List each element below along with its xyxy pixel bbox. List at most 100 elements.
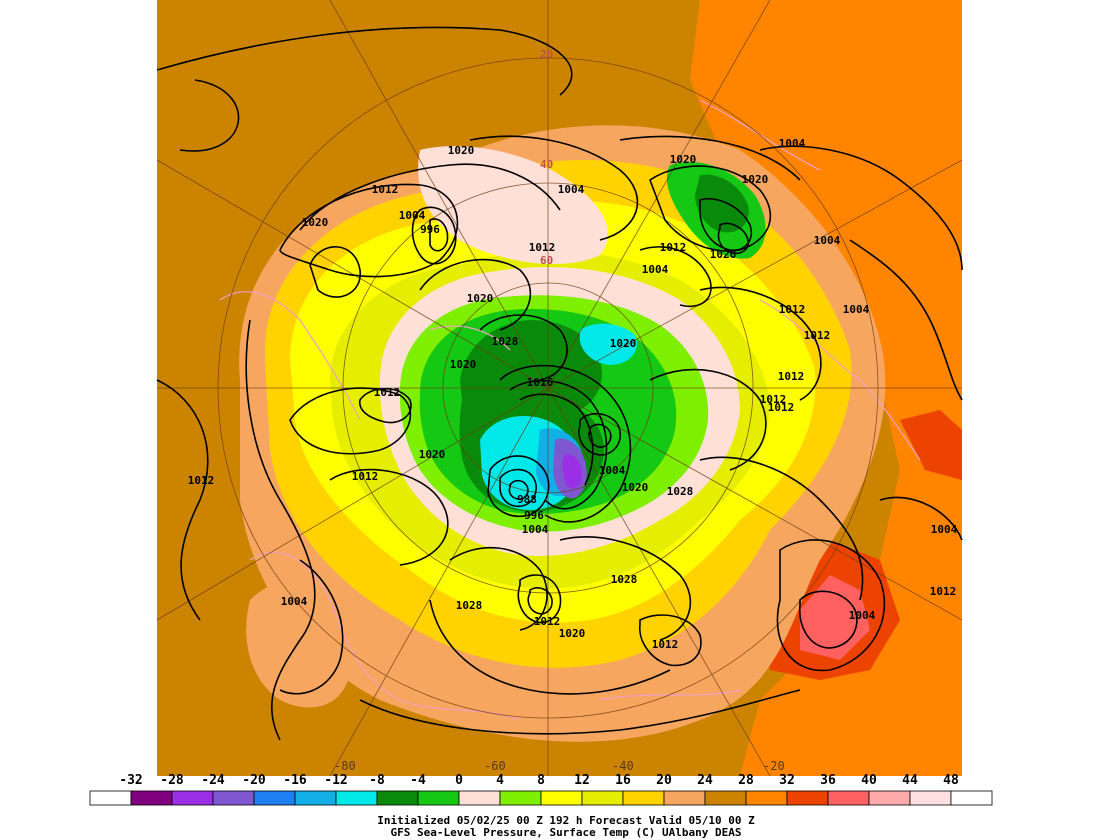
isobar-pressure-label: 1028 [611,573,638,586]
isobar-pressure-label: 1004 [931,523,958,536]
colorbar-tick-label: 36 [820,773,836,788]
isobar-pressure-label: 1012 [188,474,215,487]
isobar-pressure-label: 988 [517,493,537,506]
temp-field-dark-green-ne [695,174,749,233]
colorbar-tick-labels: -32 -28 -24 -20 -16 -12 -8 -4 0 4 8 12 16 20 24 28 32 36 4… [119,773,959,788]
colorbar-tick-label: 40 [861,773,877,788]
isobar-pressure-label: 1020 [467,292,494,305]
colorbar-tick-label: 16 [615,773,631,788]
isobars [156,26,963,741]
colorbar-swatch [253,790,296,806]
isobar-pressure-label: 1012 [374,386,401,399]
isobar-pressure-label: 1016 [527,376,554,389]
temp-field-cyan-north [579,323,638,365]
colorbar-swatch [89,790,132,806]
temperature-colorbar [89,790,993,806]
caption-line-1: Initialized 05/02/25 00 Z 192 h Forecast… [377,814,755,827]
colorbar-swatch [622,790,665,806]
colorbar-tick-label: 28 [738,773,754,788]
isobar-pressure-label: 996 [420,223,440,236]
colorbar-swatch [909,790,952,806]
latitude-label-20: 20 [540,48,553,61]
colorbar-tick-label: 32 [779,773,795,788]
isobar-pressure-label: 1012 [534,615,561,628]
colorbar-swatch [171,790,214,806]
colorbar-tick-label: 48 [943,773,959,788]
colorbar-swatch [745,790,788,806]
isobar-pressure-label: 1012 [660,241,687,254]
map-panel: 1020101210201004996100410121020102010041… [156,0,963,777]
temp-field-pale-north [418,146,608,265]
isobar-pressure-label: 1012 [352,470,379,483]
isobar-pressure-label: 1020 [710,248,737,261]
colorbar-tick-label: -28 [160,773,184,788]
isobar-pressure-label: 1004 [779,137,806,150]
longitude-label-minus80: -80 [334,759,356,773]
colorbar-tick-label: 8 [537,773,545,788]
isobar-pressure-label: 1012 [804,329,831,342]
isobar-pressure-label: 1028 [456,599,483,612]
colorbar-tick-label: 4 [496,773,504,788]
colorbar-swatch [294,790,337,806]
isobar-pressure-label: 1004 [843,303,870,316]
isobar-pressure-label: 1004 [281,595,308,608]
colorbar-tick-label: -32 [119,773,142,788]
isobar-pressure-label: 1020 [559,627,586,640]
isobar-pressure-label: 1012 [779,303,806,316]
colorbar-swatch [868,790,911,806]
isobar-pressure-label: 1020 [670,153,697,166]
colorbar-swatch [335,790,378,806]
pressure-labels: 1020101210201004996100410121020102010041… [188,137,958,651]
isobar-pressure-label: 1020 [419,448,446,461]
latitude-label-40: 40 [540,158,553,171]
longitude-label-minus40: -40 [612,759,634,773]
colorbar-tick-label: -8 [369,773,385,788]
colorbar-swatch [499,790,542,806]
colorbar-tick-label: -20 [242,773,266,788]
isobar-pressure-label: 1004 [599,464,626,477]
colorbar-swatch [704,790,747,806]
isobar-pressure-label: 1020 [302,216,329,229]
colorbar-swatch [417,790,460,806]
isobar-pressure-label: 1012 [930,585,957,598]
isobar-pressure-label: 1004 [522,523,549,536]
temp-field-very-hot [800,575,870,660]
colorbar-tick-label: 12 [574,773,590,788]
colorbar-tick-label: 0 [455,773,463,788]
colorbar-tick-label: -24 [201,773,225,788]
colorbar-swatch [458,790,501,806]
colorbar-swatch [950,790,993,806]
isobar-pressure-label: 1012 [529,241,556,254]
colorbar-swatch [212,790,255,806]
colorbar-swatch [376,790,419,806]
isobar-pressure-label: 1020 [610,337,637,350]
colorbar-swatch [827,790,870,806]
longitude-label-minus60: -60 [484,759,506,773]
colorbar-tick-label: -16 [283,773,307,788]
isobar-pressure-label: 1004 [642,263,669,276]
colorbar-swatch [663,790,706,806]
isobar-pressure-label: 1012 [372,183,399,196]
isobar-pressure-label: 1028 [492,335,519,348]
colorbar-swatch [786,790,829,806]
isobar-pressure-label: 1012 [768,401,795,414]
isobar-pressure-label: 1020 [622,481,649,494]
colorbar-tick-label: 24 [697,773,713,788]
colorbar-swatch [540,790,583,806]
colorbar-swatch [130,790,173,806]
colorbar-tick-label: -12 [324,773,347,788]
isobar-pressure-label: 1020 [450,358,477,371]
isobar-pressure-label: 1004 [814,234,841,247]
temp-field-hot-east-2 [900,410,962,480]
colorbar-tick-label: -4 [410,773,426,788]
isobar-pressure-label: 1004 [849,609,876,622]
isobar-pressure-label: 1012 [778,370,805,383]
temp-field-deep-purple [562,454,583,489]
longitude-label-minus20: -20 [763,759,785,773]
colorbar-tick-label: 44 [902,773,918,788]
isobar-pressure-label: 1004 [558,183,585,196]
caption-line-2: GFS Sea-Level Pressure, Surface Temp (C)… [391,826,742,839]
latitude-label-60: 60 [540,254,553,267]
isobar-pressure-label: 1004 [399,209,426,222]
